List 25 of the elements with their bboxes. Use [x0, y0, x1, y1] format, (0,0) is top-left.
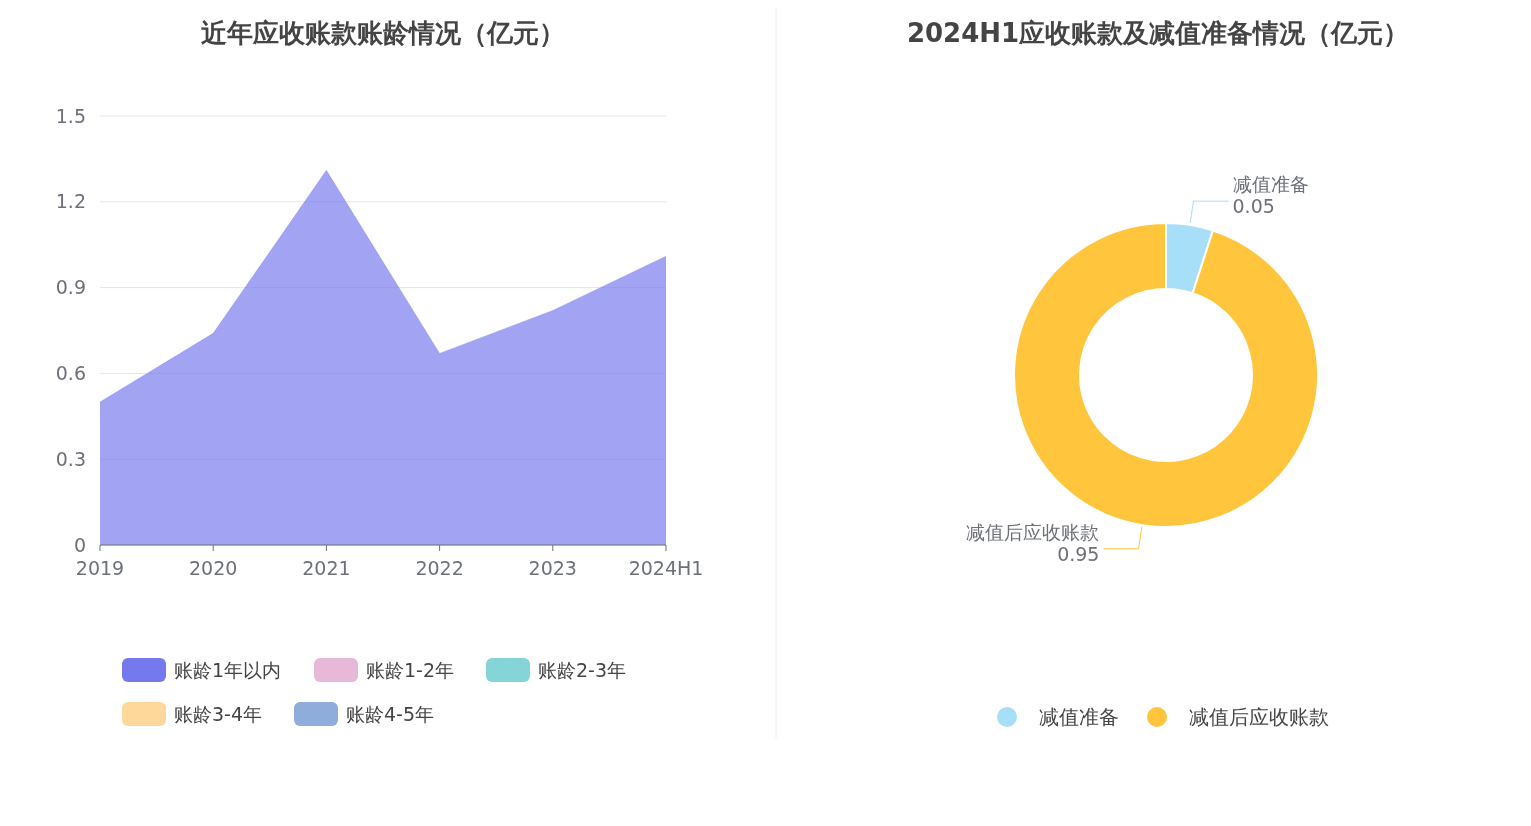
- x-tick-label: 2020: [189, 557, 238, 579]
- chart-title: 2024H1应收账款及减值准备情况（亿元）: [906, 18, 1410, 48]
- chart-title: 近年应收账款账龄情况（亿元）: [201, 18, 565, 48]
- legend-label: 账龄4-5年: [346, 702, 435, 725]
- y-tick-label: 0: [73, 533, 86, 556]
- y-tick-label: 0.6: [55, 362, 86, 385]
- legend-label: 减值后应收账款: [1189, 705, 1329, 729]
- legend-label: 账龄1年以内: [174, 658, 282, 681]
- x-tick-label: 2019: [75, 557, 125, 579]
- y-tick-label: 1.2: [55, 190, 86, 213]
- y-tick-label: 0.3: [55, 447, 86, 470]
- legend-label: 减值准备: [1039, 705, 1119, 729]
- x-tick-label: 2022: [415, 557, 464, 579]
- data-label: 0.95: [1057, 542, 1100, 565]
- data-label: 0.05: [1232, 195, 1275, 218]
- slice-label: 减值后应收账款: [966, 520, 1100, 543]
- x-tick-label: 2024H1: [628, 557, 704, 579]
- legend-label: 账龄3-4年: [174, 702, 263, 725]
- y-tick-label: 1.5: [55, 104, 86, 127]
- slice-label: 减值准备: [1232, 173, 1309, 196]
- x-tick-label: 2023: [528, 557, 577, 579]
- x-tick-label: 2021: [302, 557, 351, 579]
- y-tick-label: 0.9: [55, 276, 86, 299]
- legend-label: 账龄2-3年: [538, 658, 627, 681]
- legend-label: 账龄1-2年: [366, 658, 455, 681]
